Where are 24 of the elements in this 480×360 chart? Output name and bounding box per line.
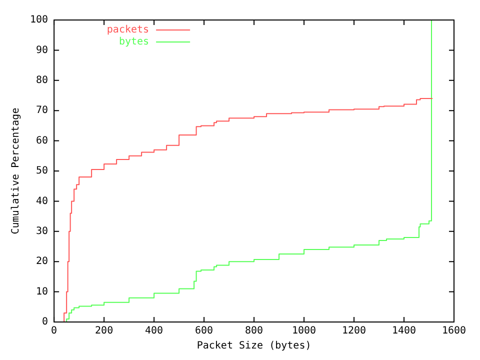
x-tick-label: 600 bbox=[195, 326, 214, 337]
x-tick-label: 1600 bbox=[442, 326, 466, 337]
x-tick-label: 400 bbox=[145, 326, 164, 337]
legend-label: bytes bbox=[118, 36, 150, 48]
y-tick-label: 10 bbox=[36, 286, 48, 298]
y-axis-title: Cumulative Percentage bbox=[10, 108, 22, 234]
x-tick-label: 1400 bbox=[392, 326, 416, 337]
x-axis-title: Packet Size (bytes) bbox=[196, 340, 312, 352]
y-tick-label: 80 bbox=[36, 74, 48, 86]
y-tick-label: 30 bbox=[36, 226, 48, 237]
y-tick-label: 90 bbox=[36, 44, 48, 56]
y-tick-label: 0 bbox=[42, 316, 48, 328]
y-tick-label: 60 bbox=[36, 135, 48, 146]
x-tick-label: 0 bbox=[51, 326, 58, 337]
y-tick-label: 40 bbox=[36, 196, 48, 207]
y-tick-label: 50 bbox=[36, 166, 48, 177]
x-tick-label: 1000 bbox=[292, 326, 316, 337]
x-tick-label: 1200 bbox=[342, 326, 366, 337]
y-tick-label: 20 bbox=[36, 256, 48, 268]
y-tick-label: 100 bbox=[30, 14, 48, 26]
x-tick-label: 800 bbox=[245, 326, 264, 337]
x-tick-label: 200 bbox=[95, 326, 114, 337]
y-tick-label: 70 bbox=[36, 105, 48, 116]
legend-label: packets bbox=[106, 24, 150, 36]
